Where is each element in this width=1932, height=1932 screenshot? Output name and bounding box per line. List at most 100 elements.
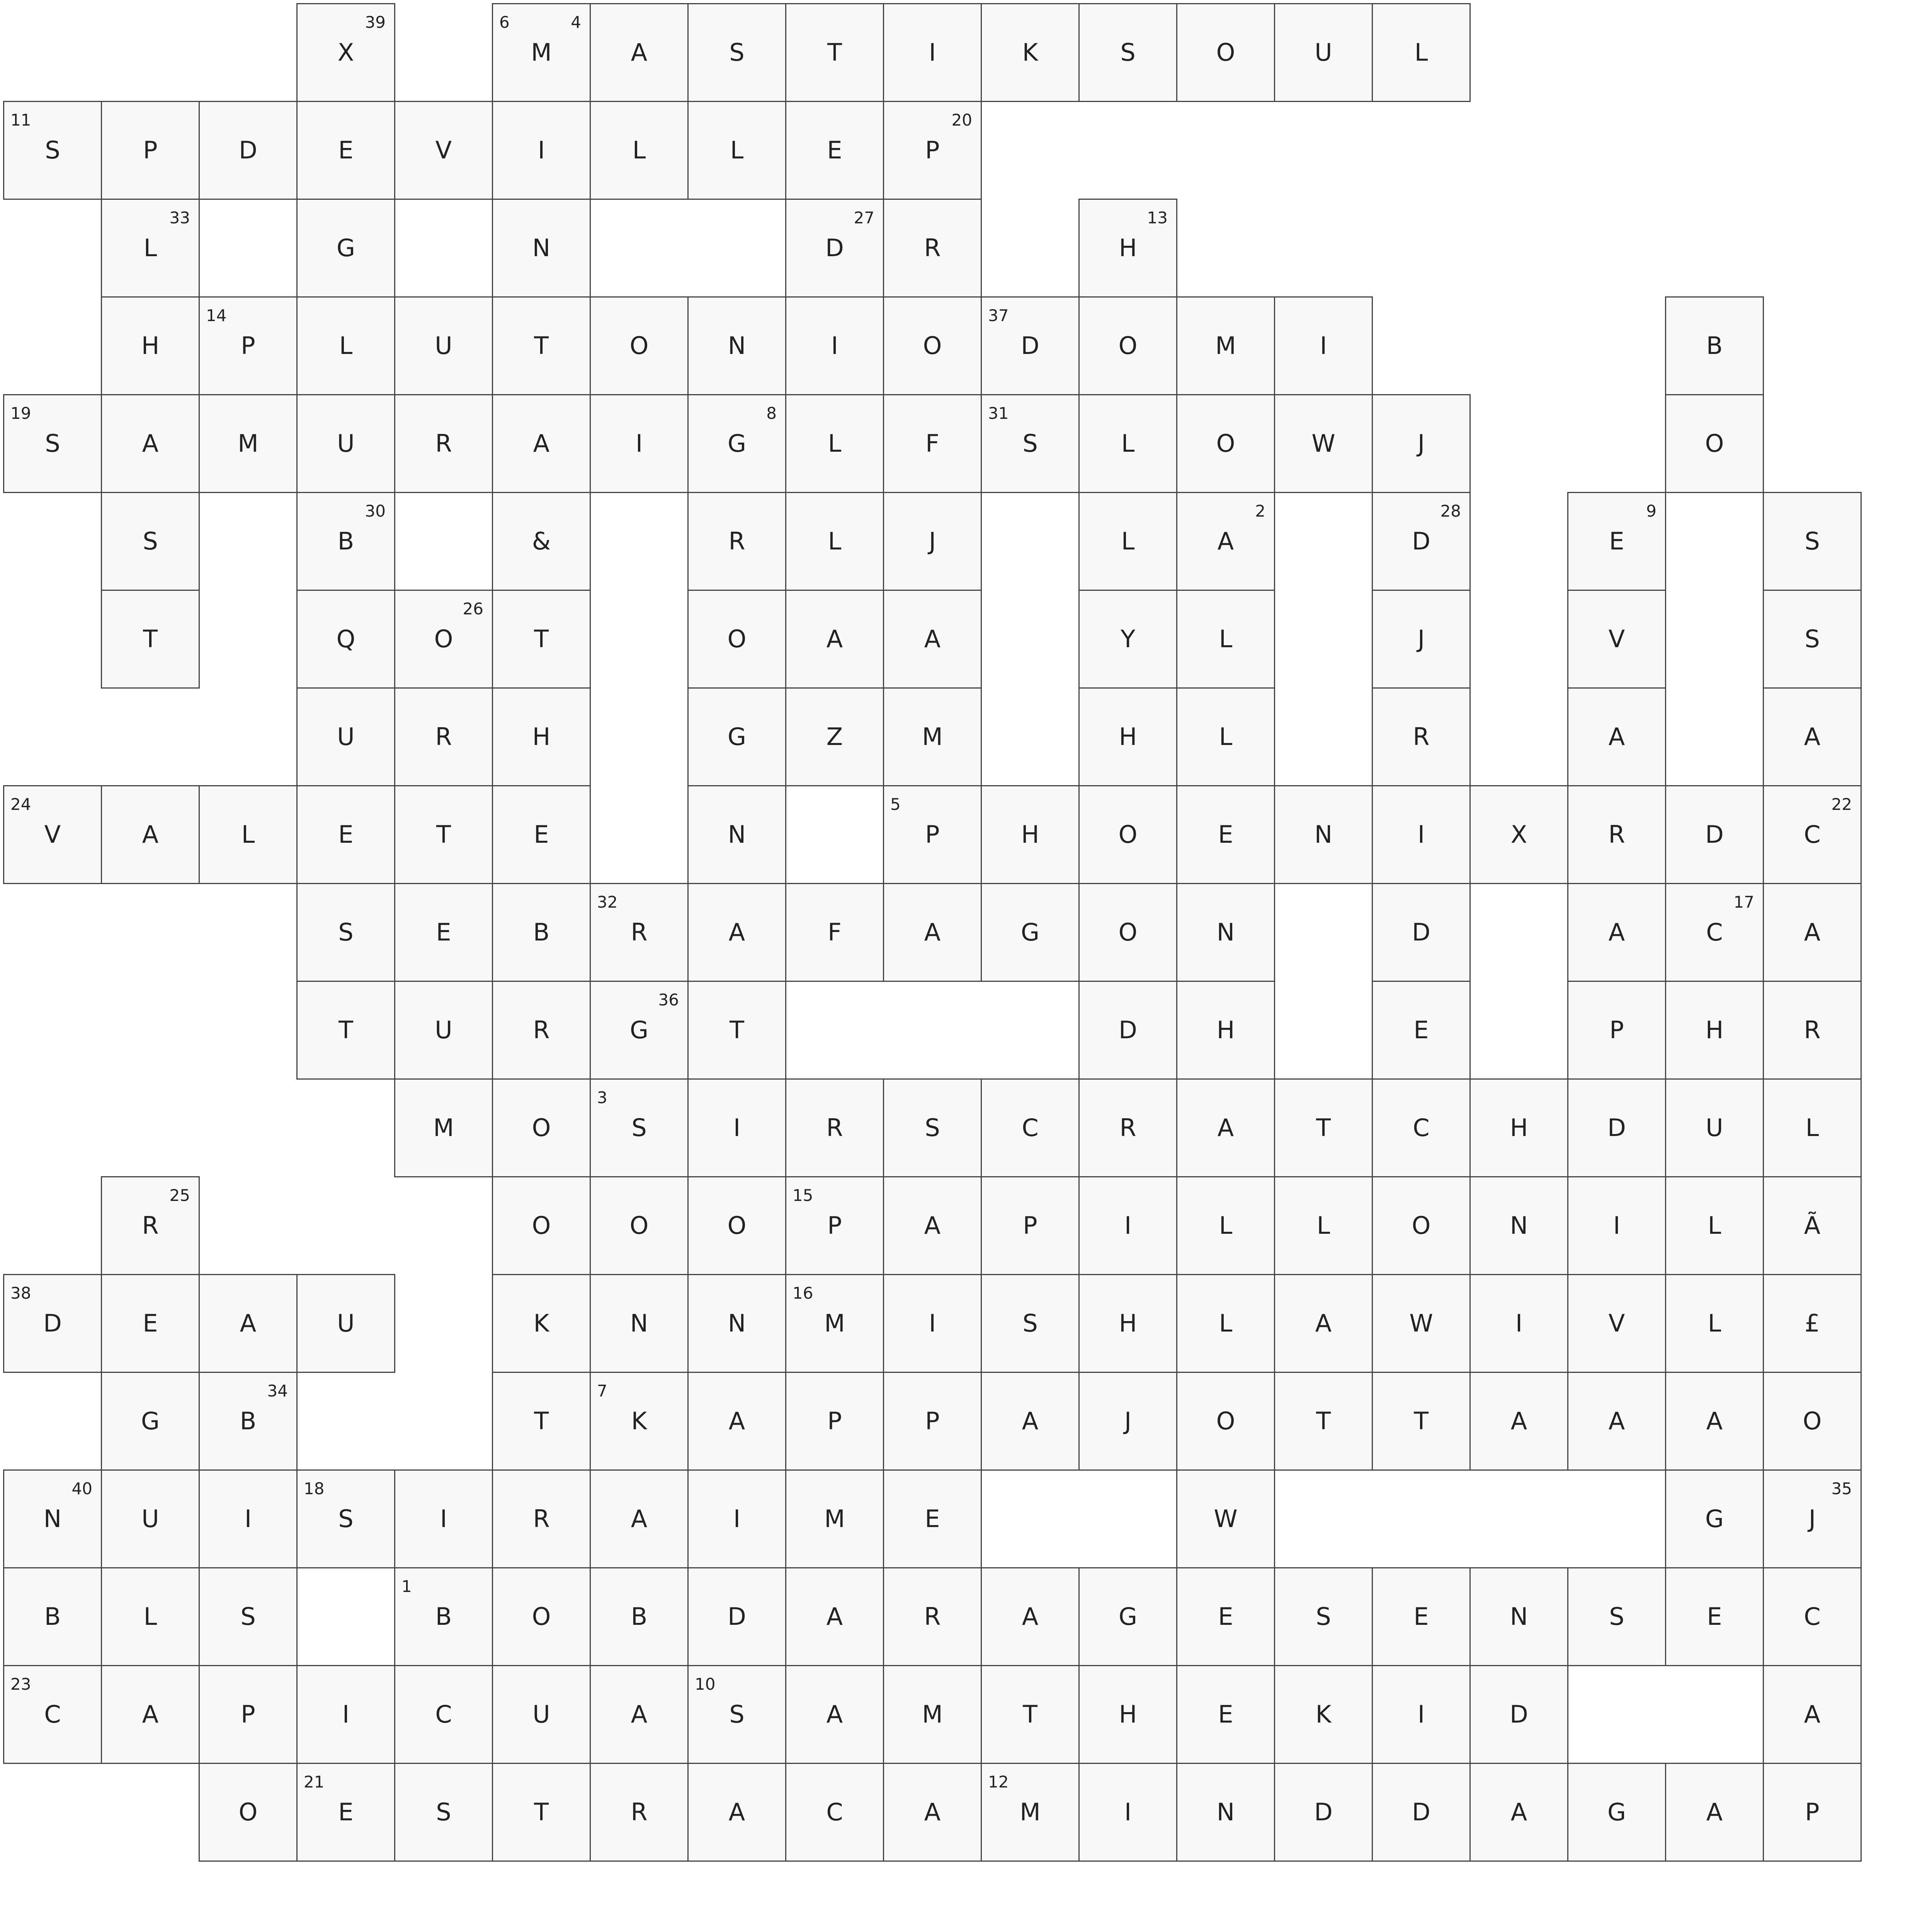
grid-cell[interactable]: I xyxy=(394,1469,493,1568)
grid-cell[interactable]: S xyxy=(101,492,200,591)
grid-cell[interactable]: R xyxy=(1567,785,1666,884)
grid-cell[interactable]: P 15 xyxy=(785,1176,884,1275)
grid-cell[interactable]: A xyxy=(1763,883,1862,982)
grid-cell[interactable]: A xyxy=(590,3,689,102)
grid-cell[interactable]: D xyxy=(1372,883,1471,982)
grid-cell[interactable]: M xyxy=(785,1469,884,1568)
grid-cell[interactable]: B xyxy=(1665,296,1764,395)
grid-cell[interactable]: L xyxy=(1665,1274,1764,1373)
grid-cell[interactable]: S xyxy=(394,1763,493,1862)
grid-cell[interactable]: A xyxy=(101,785,200,884)
grid-cell[interactable]: D xyxy=(1274,1763,1373,1862)
grid-cell[interactable]: G xyxy=(296,199,395,298)
grid-cell[interactable]: U xyxy=(1274,3,1373,102)
grid-cell[interactable]: O 26 xyxy=(394,590,493,689)
grid-cell[interactable]: L xyxy=(1176,590,1275,689)
grid-cell[interactable]: J xyxy=(1372,590,1471,689)
grid-cell[interactable]: O xyxy=(687,1176,786,1275)
grid-cell[interactable]: O xyxy=(199,1763,298,1862)
grid-cell[interactable]: D 38 xyxy=(3,1274,102,1373)
grid-cell[interactable]: H xyxy=(1078,1665,1177,1764)
grid-cell[interactable]: K xyxy=(981,3,1080,102)
grid-cell[interactable]: V xyxy=(1567,1274,1666,1373)
grid-cell[interactable]: C 17 xyxy=(1665,883,1764,982)
grid-cell[interactable]: O xyxy=(1176,394,1275,493)
grid-cell[interactable]: O xyxy=(1078,883,1177,982)
grid-cell[interactable]: L 33 xyxy=(101,199,200,298)
grid-cell[interactable]: S xyxy=(1274,1567,1373,1666)
grid-cell[interactable]: I xyxy=(1274,296,1373,395)
grid-cell[interactable]: S 18 xyxy=(296,1469,395,1568)
grid-cell[interactable]: I xyxy=(590,394,689,493)
grid-cell[interactable]: N xyxy=(1469,1176,1568,1275)
grid-cell[interactable]: C xyxy=(1372,1078,1471,1177)
grid-cell[interactable]: L xyxy=(785,492,884,591)
grid-cell[interactable]: A xyxy=(785,1567,884,1666)
grid-cell[interactable]: Q xyxy=(296,590,395,689)
grid-cell[interactable]: W xyxy=(1176,1469,1275,1568)
grid-cell[interactable]: J 35 xyxy=(1763,1469,1862,1568)
grid-cell[interactable]: G xyxy=(101,1372,200,1471)
grid-cell[interactable]: P xyxy=(101,101,200,200)
grid-cell[interactable]: I xyxy=(1372,1665,1471,1764)
grid-cell[interactable]: R xyxy=(1078,1078,1177,1177)
grid-cell[interactable]: I xyxy=(1372,785,1471,884)
grid-cell[interactable]: N 40 xyxy=(3,1469,102,1568)
grid-cell[interactable]: E xyxy=(1176,1665,1275,1764)
grid-cell[interactable]: F xyxy=(883,394,982,493)
grid-cell[interactable]: J xyxy=(1078,1372,1177,1471)
grid-cell[interactable]: R xyxy=(687,492,786,591)
grid-cell[interactable]: H xyxy=(1176,981,1275,1080)
grid-cell[interactable]: A xyxy=(590,1469,689,1568)
grid-cell[interactable]: L xyxy=(1176,687,1275,786)
grid-cell[interactable]: T xyxy=(981,1665,1080,1764)
grid-cell[interactable]: & xyxy=(492,492,591,591)
grid-cell[interactable]: I xyxy=(1078,1176,1177,1275)
grid-cell[interactable]: V xyxy=(394,101,493,200)
grid-cell[interactable]: U xyxy=(296,394,395,493)
grid-cell[interactable]: O xyxy=(1372,1176,1471,1275)
grid-cell[interactable]: M xyxy=(883,687,982,786)
grid-cell[interactable]: D xyxy=(1665,785,1764,884)
grid-cell[interactable]: C xyxy=(785,1763,884,1862)
grid-cell[interactable]: O xyxy=(492,1176,591,1275)
grid-cell[interactable]: N xyxy=(687,296,786,395)
grid-cell[interactable]: S xyxy=(1567,1567,1666,1666)
grid-cell[interactable]: L xyxy=(687,101,786,200)
grid-cell[interactable]: A xyxy=(1567,883,1666,982)
grid-cell[interactable]: S 11 xyxy=(3,101,102,200)
grid-cell[interactable]: G xyxy=(1078,1567,1177,1666)
grid-cell[interactable]: P 14 xyxy=(199,296,298,395)
grid-cell[interactable]: U xyxy=(101,1469,200,1568)
grid-cell[interactable]: L xyxy=(785,394,884,493)
grid-cell[interactable]: P xyxy=(981,1176,1080,1275)
grid-cell[interactable]: R xyxy=(883,1567,982,1666)
grid-cell[interactable]: H xyxy=(101,296,200,395)
grid-cell[interactable]: E xyxy=(296,101,395,200)
grid-cell[interactable]: A xyxy=(883,1176,982,1275)
grid-cell[interactable]: D xyxy=(1567,1078,1666,1177)
grid-cell[interactable]: T xyxy=(394,785,493,884)
grid-cell[interactable]: E xyxy=(1372,1567,1471,1666)
grid-cell[interactable]: G xyxy=(1567,1763,1666,1862)
grid-cell[interactable]: R xyxy=(492,981,591,1080)
grid-cell[interactable]: L xyxy=(199,785,298,884)
grid-cell[interactable]: M xyxy=(394,1078,493,1177)
grid-cell[interactable]: E xyxy=(883,1469,982,1568)
grid-cell[interactable]: U xyxy=(394,981,493,1080)
grid-cell[interactable]: I xyxy=(687,1469,786,1568)
grid-cell[interactable]: I xyxy=(296,1665,395,1764)
grid-cell[interactable]: L xyxy=(1078,394,1177,493)
grid-cell[interactable]: O xyxy=(590,1176,689,1275)
grid-cell[interactable]: D xyxy=(1372,1763,1471,1862)
grid-cell[interactable]: O xyxy=(492,1567,591,1666)
grid-cell[interactable]: E 21 xyxy=(296,1763,395,1862)
grid-cell[interactable]: D 27 xyxy=(785,199,884,298)
grid-cell[interactable]: O xyxy=(492,1078,591,1177)
grid-cell[interactable]: V 24 xyxy=(3,785,102,884)
grid-cell[interactable]: R 25 xyxy=(101,1176,200,1275)
